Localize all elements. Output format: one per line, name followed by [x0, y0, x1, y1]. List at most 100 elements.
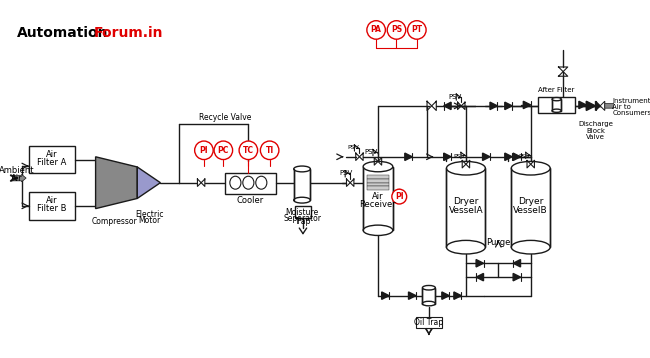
Polygon shape [137, 167, 161, 198]
Polygon shape [513, 153, 521, 160]
Ellipse shape [230, 176, 241, 189]
Polygon shape [595, 101, 600, 111]
Text: Air: Air [46, 196, 58, 205]
Ellipse shape [512, 240, 550, 254]
Bar [416, 317, 442, 328]
Text: PI: PI [200, 146, 208, 155]
Text: PSV: PSV [365, 149, 378, 155]
Text: PSV: PSV [347, 145, 359, 150]
Text: Purge: Purge [486, 238, 510, 247]
Ellipse shape [552, 109, 561, 112]
Circle shape [261, 141, 279, 160]
Bar [512, 168, 550, 247]
Bar [294, 206, 311, 218]
Bar [363, 166, 393, 230]
Text: PSV: PSV [454, 154, 465, 159]
FancyArrow shape [604, 103, 619, 109]
Text: PA: PA [370, 25, 382, 34]
Ellipse shape [447, 240, 486, 254]
Text: Air: Air [46, 150, 58, 159]
Text: PSV: PSV [518, 154, 530, 159]
Circle shape [408, 21, 426, 39]
Polygon shape [454, 292, 462, 299]
Circle shape [194, 141, 213, 160]
Bar [29, 192, 75, 220]
Text: After Filter: After Filter [538, 87, 575, 93]
Text: Compressor: Compressor [91, 217, 137, 226]
Circle shape [239, 141, 257, 160]
Text: Air: Air [11, 174, 23, 183]
Ellipse shape [243, 176, 254, 189]
Text: Separator: Separator [283, 214, 321, 223]
Text: Oil Trap: Oil Trap [414, 318, 443, 327]
Ellipse shape [294, 197, 311, 203]
Text: Valve: Valve [586, 134, 605, 140]
Text: Block: Block [586, 128, 605, 134]
Text: Dryer: Dryer [518, 197, 543, 206]
Polygon shape [476, 274, 484, 281]
Text: Trap: Trap [295, 217, 311, 226]
Ellipse shape [447, 161, 486, 175]
Bar [367, 183, 389, 187]
Text: Dryer: Dryer [453, 197, 478, 206]
Circle shape [367, 21, 385, 39]
Polygon shape [382, 292, 389, 299]
Text: Air: Air [372, 192, 384, 201]
Text: PS: PS [391, 25, 402, 34]
Ellipse shape [363, 161, 393, 172]
Polygon shape [579, 101, 586, 108]
Text: Ambient: Ambient [0, 166, 34, 175]
Text: Air to: Air to [612, 104, 631, 110]
Polygon shape [505, 153, 512, 160]
Polygon shape [505, 102, 512, 110]
Text: Forum.in: Forum.in [94, 26, 163, 40]
Bar [538, 97, 575, 113]
Polygon shape [523, 101, 530, 108]
Ellipse shape [422, 285, 436, 290]
Text: VesselA: VesselA [448, 206, 483, 215]
Bar [552, 99, 561, 111]
Text: Electric: Electric [135, 210, 164, 219]
Polygon shape [405, 153, 412, 160]
Ellipse shape [255, 176, 267, 189]
Text: Filter B: Filter B [37, 204, 67, 213]
Text: Discharge: Discharge [578, 121, 613, 127]
Polygon shape [513, 274, 521, 281]
Text: Instrument: Instrument [612, 98, 650, 104]
Text: PI: PI [395, 192, 404, 201]
Circle shape [387, 21, 406, 39]
Polygon shape [513, 260, 521, 267]
Polygon shape [600, 101, 604, 111]
Text: Receiver: Receiver [359, 200, 396, 209]
Text: Filter A: Filter A [38, 158, 67, 167]
Polygon shape [442, 292, 449, 299]
Bar [294, 169, 311, 200]
Polygon shape [482, 153, 490, 160]
Ellipse shape [294, 166, 311, 172]
Text: Motor: Motor [138, 216, 161, 225]
Bar [367, 179, 389, 183]
Circle shape [392, 189, 407, 204]
FancyArrow shape [12, 174, 26, 182]
Text: TC: TC [243, 146, 254, 155]
Polygon shape [586, 101, 595, 111]
Ellipse shape [552, 97, 561, 101]
Bar [447, 168, 486, 247]
Text: Cooler: Cooler [237, 196, 264, 205]
Text: PT: PT [411, 25, 422, 34]
Text: VesselB: VesselB [514, 206, 548, 215]
Bar [29, 146, 75, 173]
Polygon shape [490, 102, 497, 110]
Text: PSV: PSV [339, 170, 352, 175]
Text: TI: TI [265, 146, 274, 155]
Polygon shape [408, 292, 416, 299]
Polygon shape [444, 153, 451, 160]
Bar [225, 173, 276, 194]
Ellipse shape [422, 301, 436, 306]
Text: PSV: PSV [448, 93, 461, 100]
Text: Consumers: Consumers [612, 110, 650, 116]
Text: Moisture: Moisture [285, 208, 318, 217]
Bar [367, 175, 389, 179]
Ellipse shape [512, 161, 550, 175]
Text: PC: PC [218, 146, 229, 155]
